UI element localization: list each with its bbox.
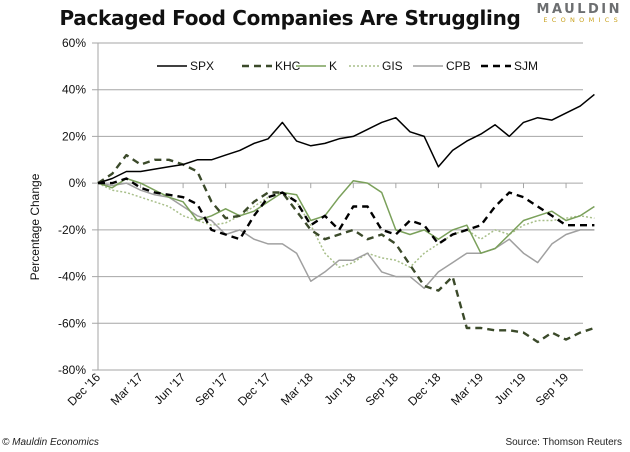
series-line-khc bbox=[97, 153, 595, 344]
legend-label-spx: SPX bbox=[190, 59, 214, 73]
x-tick-label: Jun '17 bbox=[151, 370, 188, 407]
x-tick-label: Sep '17 bbox=[192, 370, 231, 409]
x-tick-label: Dec '17 bbox=[235, 370, 274, 409]
legend-label-sjm: SJM bbox=[514, 59, 538, 73]
series-line-sjm bbox=[98, 177, 595, 246]
x-tick-label: Mar '19 bbox=[448, 370, 486, 408]
x-axis: Dec '16 Mar '17 Jun '17 Sep '17 Dec '17 Mar '… bbox=[65, 183, 572, 409]
series-lines bbox=[97, 93, 595, 344]
gridlines bbox=[92, 42, 583, 371]
series-line-spx bbox=[97, 93, 595, 184]
y-tick-label: 60% bbox=[62, 36, 86, 50]
y-axis-label: Percentage Change bbox=[28, 173, 42, 280]
x-tick-label: Mar '18 bbox=[278, 370, 316, 408]
series-line-gis bbox=[97, 182, 595, 268]
y-tick-label: 20% bbox=[62, 129, 86, 143]
x-tick-label: Jun '19 bbox=[492, 370, 529, 407]
source-note: Source: Thomson Reuters bbox=[505, 437, 622, 448]
x-tick-label: Dec '18 bbox=[405, 370, 444, 409]
x-tick-label: Jun '18 bbox=[321, 370, 358, 407]
y-tick-label: 0% bbox=[69, 176, 87, 190]
x-tick-label: Mar '17 bbox=[108, 370, 146, 408]
y-axis: 60% 40% 20% 0% -20% -40% -60% -80% bbox=[58, 36, 99, 377]
x-tick-label: Sep '19 bbox=[533, 370, 572, 409]
y-tick-label: -60% bbox=[58, 316, 86, 330]
y-tick-label: 40% bbox=[62, 83, 86, 97]
series-line-k bbox=[97, 177, 595, 254]
legend-label-khc: KHC bbox=[275, 59, 301, 73]
chart-title: Packaged Food Companies Are Struggling bbox=[0, 6, 630, 30]
chart-title-text: Packaged Food Companies Are Struggling bbox=[59, 6, 521, 30]
legend-label-gis: GIS bbox=[382, 59, 403, 73]
y-tick-label: -80% bbox=[58, 363, 86, 377]
series-line-cpb bbox=[97, 182, 595, 290]
y-tick-label: -20% bbox=[58, 223, 86, 237]
legend-label-cpb: CPB bbox=[446, 59, 471, 73]
y-tick-label: -40% bbox=[58, 270, 86, 284]
x-tick-label: Sep '18 bbox=[363, 370, 402, 409]
mauldin-economics-logo: MAULDIN ECONOMICS bbox=[537, 2, 622, 24]
logo-wordmark: MAULDIN bbox=[536, 2, 622, 17]
legend-label-k: K bbox=[329, 59, 337, 73]
logo-subtitle: ECONOMICS bbox=[543, 16, 622, 24]
legend: SPX KHC K GIS CPB SJM bbox=[157, 59, 538, 73]
copyright-note: © Mauldin Economics bbox=[2, 437, 99, 448]
